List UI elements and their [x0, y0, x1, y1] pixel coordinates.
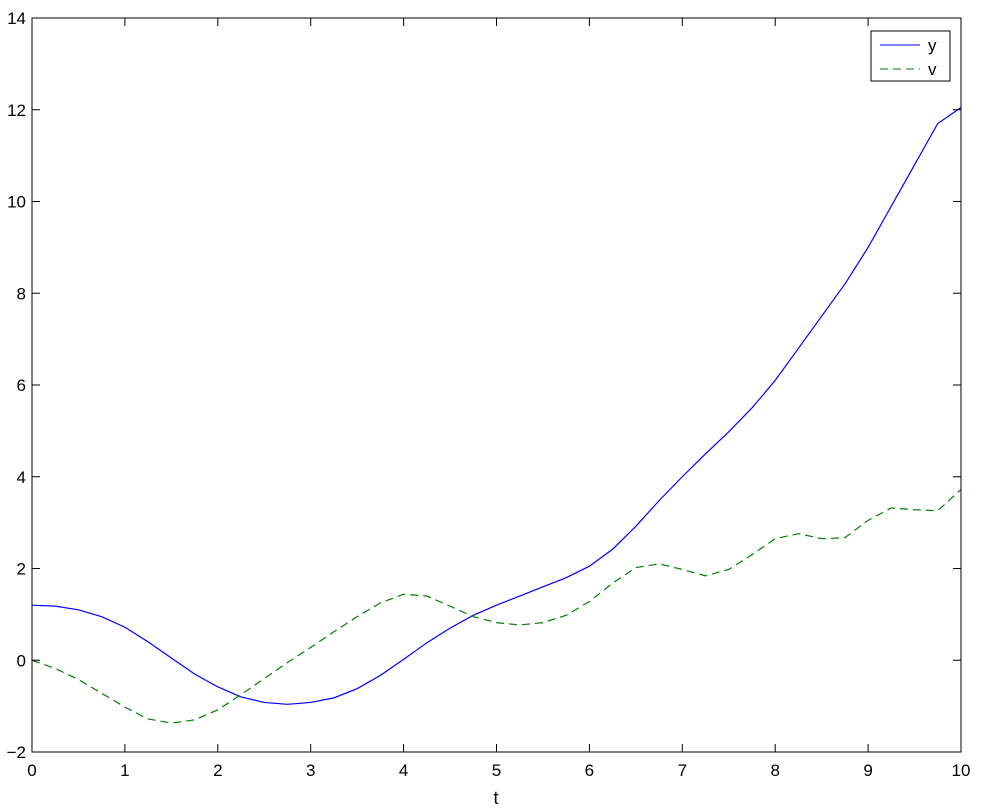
series-line-y — [31, 106, 962, 705]
y-tick-label: 8 — [17, 284, 26, 303]
y-tick-label: 6 — [17, 376, 26, 395]
y-tick-label: 4 — [17, 468, 26, 487]
y-tick-label: 14 — [7, 9, 26, 28]
y-tick-label: −2 — [7, 743, 26, 762]
plot-area — [32, 18, 961, 752]
x-tick-label: 8 — [770, 761, 779, 780]
legend-box — [870, 30, 951, 82]
y-tick-label: 10 — [7, 193, 26, 212]
x-tick-label: 1 — [120, 761, 129, 780]
x-tick-label: 3 — [306, 761, 315, 780]
x-tick-label: 2 — [213, 761, 222, 780]
series-line-v — [31, 489, 962, 724]
x-tick-label: 10 — [952, 761, 971, 780]
y-tick-label: 2 — [17, 560, 26, 579]
x-tick-label: 7 — [678, 761, 687, 780]
x-tick-label: 0 — [27, 761, 36, 780]
plot-frame — [31, 17, 962, 753]
y-tick-labels: −2 0 2 4 6 8 10 12 14 — [7, 9, 26, 762]
y-tick-label: 0 — [17, 651, 26, 670]
x-tick-label: 4 — [399, 761, 408, 780]
x-tick-label: 9 — [863, 761, 872, 780]
x-tick-label: 6 — [585, 761, 594, 780]
y-tick-label: 12 — [7, 101, 26, 120]
legend: y v — [870, 30, 951, 82]
legend-label-y: y — [928, 36, 937, 55]
x-tick-labels: 0 1 2 3 4 5 6 7 8 9 10 — [27, 761, 970, 780]
series-layer — [31, 106, 962, 724]
x-axis-label: t — [493, 788, 498, 808]
legend-label-v: v — [928, 60, 937, 79]
x-tick-label: 5 — [492, 761, 501, 780]
